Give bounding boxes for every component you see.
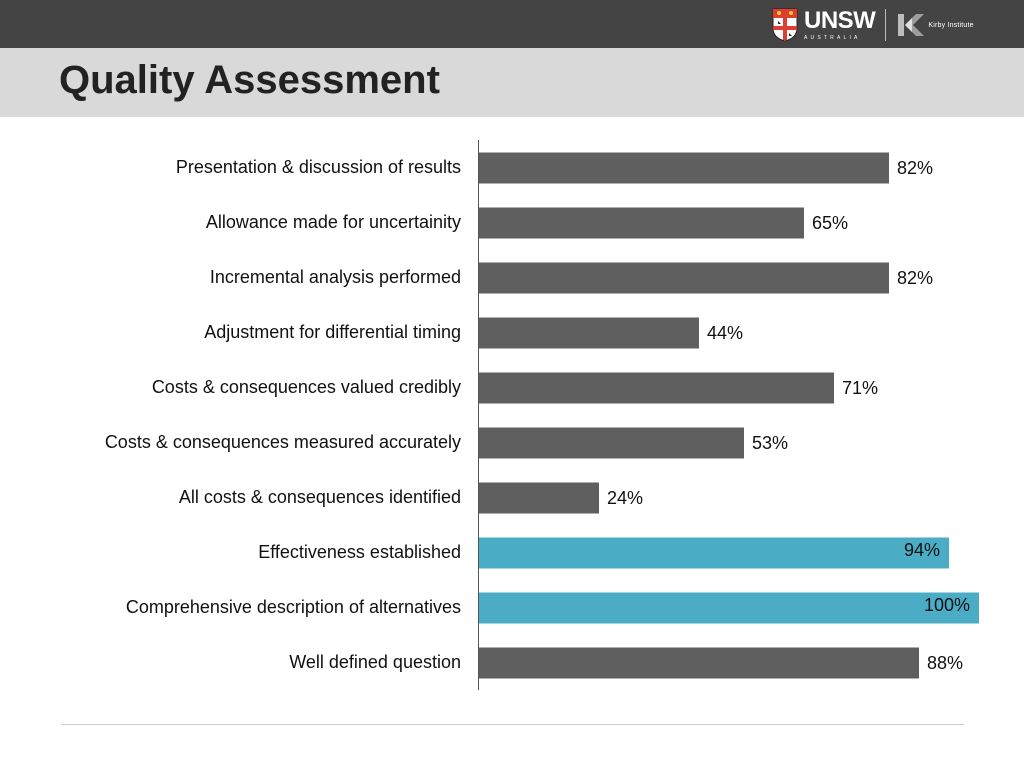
value-label: 94% <box>904 540 940 560</box>
value-label: 24% <box>607 488 643 508</box>
bar <box>479 262 889 294</box>
kirby-institute-logo-icon <box>898 14 925 36</box>
unsw-logo-subtext: AUSTRALIA <box>804 35 861 41</box>
bar <box>479 482 599 514</box>
value-label: 82% <box>897 158 933 178</box>
value-labels-group: 82% 65% 82% 44% 71% 53% 24% 94% 100% 88% <box>607 158 970 673</box>
bars-group <box>479 152 979 679</box>
category-label: All costs & consequences identified <box>179 487 461 507</box>
bar <box>479 152 889 184</box>
page-title: Quality Assessment <box>59 58 440 102</box>
value-label: 53% <box>752 433 788 453</box>
category-label: Incremental analysis performed <box>210 267 461 287</box>
category-label: Costs & consequences measured accurately <box>105 432 461 452</box>
unsw-crest-icon <box>772 8 798 42</box>
top-bar: UNSW AUSTRALIA Kirby Institute <box>0 0 1024 48</box>
category-label: Comprehensive description of alternative… <box>126 597 461 617</box>
value-label: 44% <box>707 323 743 343</box>
value-label: 82% <box>897 268 933 288</box>
value-label: 71% <box>842 378 878 398</box>
footer-divider <box>61 724 964 725</box>
category-label: Well defined question <box>289 652 461 672</box>
bar <box>479 537 949 569</box>
logo-area: UNSW AUSTRALIA Kirby Institute <box>772 6 974 44</box>
kirby-institute-logo-text: Kirby Institute <box>928 21 974 29</box>
value-label: 100% <box>924 595 970 615</box>
bar <box>479 372 834 404</box>
unsw-logo: UNSW AUSTRALIA <box>804 7 876 42</box>
category-label: Adjustment for differential timing <box>204 322 461 342</box>
bar <box>479 317 699 349</box>
bar <box>479 427 744 459</box>
title-bar <box>0 48 1024 117</box>
category-label: Effectiveness established <box>258 542 461 562</box>
unsw-logo-text: UNSW <box>804 7 876 34</box>
category-label: Presentation & discussion of results <box>176 157 461 177</box>
bar <box>479 647 919 679</box>
bar <box>479 207 804 239</box>
category-labels-group: Presentation & discussion of results Allo… <box>105 157 461 672</box>
category-label: Costs & consequences valued credibly <box>152 377 461 397</box>
value-label: 88% <box>927 653 963 673</box>
value-label: 65% <box>812 213 848 233</box>
logo-divider <box>885 9 887 41</box>
bar <box>479 592 979 624</box>
category-label: Allowance made for uncertainity <box>206 212 461 232</box>
